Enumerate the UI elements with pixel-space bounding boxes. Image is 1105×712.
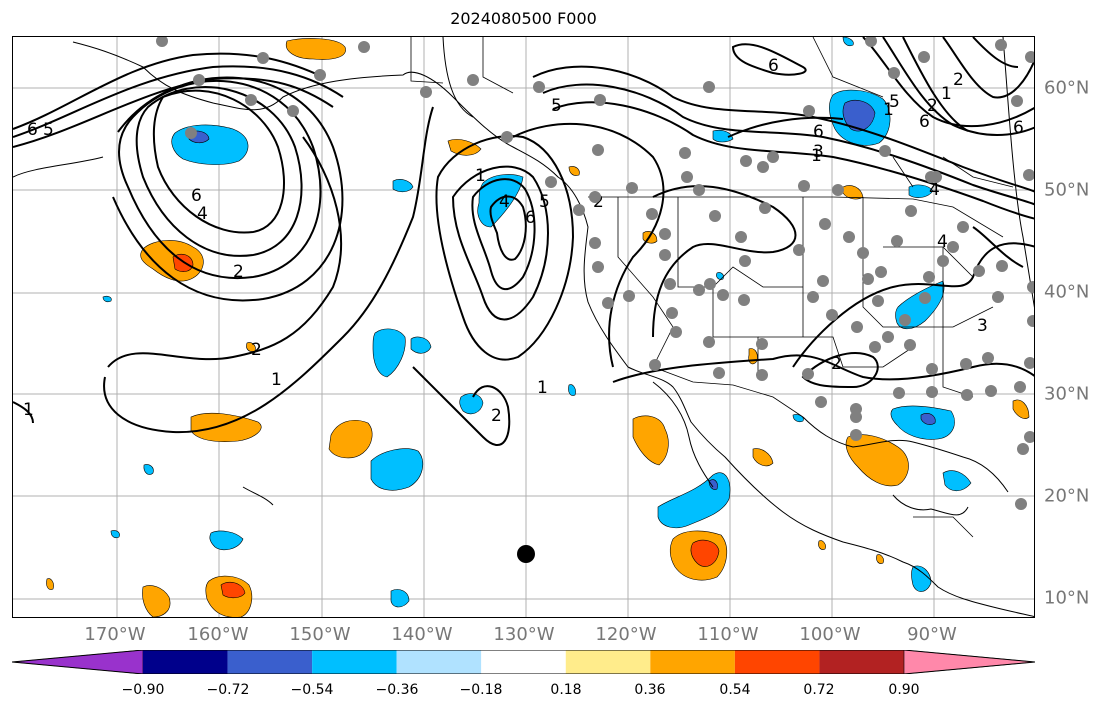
station-dots — [156, 37, 1034, 510]
colorbar-tick: 0.90 — [888, 682, 920, 698]
contour-label: 4 — [929, 180, 940, 200]
contour-label: 5 — [43, 120, 54, 140]
lat-label: 50°N — [1044, 179, 1090, 201]
contour-label: 3 — [977, 316, 988, 336]
colorbar-extend-max — [903, 650, 1035, 674]
contour-label: 1 — [537, 378, 548, 398]
contour-label: 6 — [768, 56, 779, 76]
colorbar-tick: −0.54 — [290, 682, 334, 698]
contour-label: 2 — [927, 96, 938, 116]
map-title: 2024080500 F000 — [450, 9, 597, 28]
colorbar-segment — [396, 650, 482, 674]
contour-label: 2 — [953, 70, 964, 90]
contour-label: 2 — [491, 406, 502, 426]
contour-lines — [13, 37, 1034, 447]
colorbar-segment — [143, 650, 228, 674]
colorbar-tick: 0.54 — [719, 682, 751, 698]
lat-label: 20°N — [1044, 485, 1090, 507]
contour-label: 4 — [499, 192, 510, 212]
colorbar — [12, 650, 1035, 674]
contour-label: 6 — [191, 186, 202, 206]
lon-label: 90°W — [907, 624, 957, 645]
lon-label: 100°W — [799, 624, 861, 645]
contour-label: 1 — [23, 400, 34, 420]
contour-label: 1 — [811, 146, 822, 166]
contour-label: 2 — [251, 340, 262, 360]
contour-label: 6 — [525, 208, 536, 228]
storm-marker — [517, 545, 535, 563]
colorbar-segment — [819, 650, 904, 674]
contour-label: 5 — [889, 92, 900, 112]
contour-label: 6 — [27, 120, 38, 140]
lat-label: 30°N — [1044, 383, 1090, 405]
lon-label: 120°W — [595, 624, 657, 645]
lat-label: 40°N — [1044, 281, 1090, 303]
contour-label: 4 — [937, 232, 948, 252]
colorbar-tick: −0.90 — [121, 682, 165, 698]
map-panel[interactable]: 6 5 6 4 2 1 2 1 1 4 5 6 1 2 6 5 2 3 1 4 … — [12, 36, 1035, 618]
positive-anomalies — [46, 38, 1030, 617]
lat-label: 10°N — [1044, 587, 1090, 609]
lon-label: 170°W — [84, 624, 146, 645]
lon-label: 150°W — [289, 624, 351, 645]
lat-label: 60°N — [1044, 77, 1090, 99]
colorbar-tick: 0.72 — [803, 682, 835, 698]
colorbar-extend-min — [12, 650, 144, 674]
contour-label: 3 — [813, 142, 824, 162]
colorbar-tick: −0.36 — [375, 682, 419, 698]
lon-label: 110°W — [697, 624, 759, 645]
colorbar-segment — [734, 650, 820, 674]
colorbar-tick: −0.72 — [206, 682, 250, 698]
colorbar-tick: −0.18 — [459, 682, 503, 698]
colorbar-segment — [650, 650, 735, 674]
colorbar-tick: 0.36 — [634, 682, 666, 698]
contour-label: 5 — [539, 192, 550, 212]
colorbar-segment — [481, 650, 566, 674]
colorbar-segment — [312, 650, 397, 674]
contour-label: 2 — [831, 354, 842, 374]
lon-label: 160°W — [187, 624, 249, 645]
contour-label: 2 — [593, 192, 604, 212]
lon-label: 140°W — [391, 624, 453, 645]
contour-label: 4 — [197, 204, 208, 224]
colorbar-segment — [565, 650, 651, 674]
contour-label: 1 — [941, 84, 952, 104]
contour-label: 1 — [271, 370, 282, 390]
graticule — [13, 37, 1034, 617]
contour-label: 6 — [813, 122, 824, 142]
contour-label: 1 — [883, 100, 894, 120]
colorbar-tick: 0.18 — [550, 682, 582, 698]
contour-label-group: 6 5 6 4 2 1 2 1 1 4 5 6 1 2 6 5 2 3 1 4 … — [23, 56, 1024, 426]
lon-label: 130°W — [493, 624, 555, 645]
contour-label: 6 — [919, 112, 930, 132]
contour-label: 1 — [475, 166, 486, 186]
contour-label: 5 — [551, 96, 562, 116]
contour-label: 2 — [233, 262, 244, 282]
colorbar-segment — [227, 650, 313, 674]
negative-anomalies — [102, 37, 972, 608]
contour-label: 6 — [1013, 118, 1024, 138]
map-svg: 6 5 6 4 2 1 2 1 1 4 5 6 1 2 6 5 2 3 1 4 … — [13, 37, 1034, 617]
